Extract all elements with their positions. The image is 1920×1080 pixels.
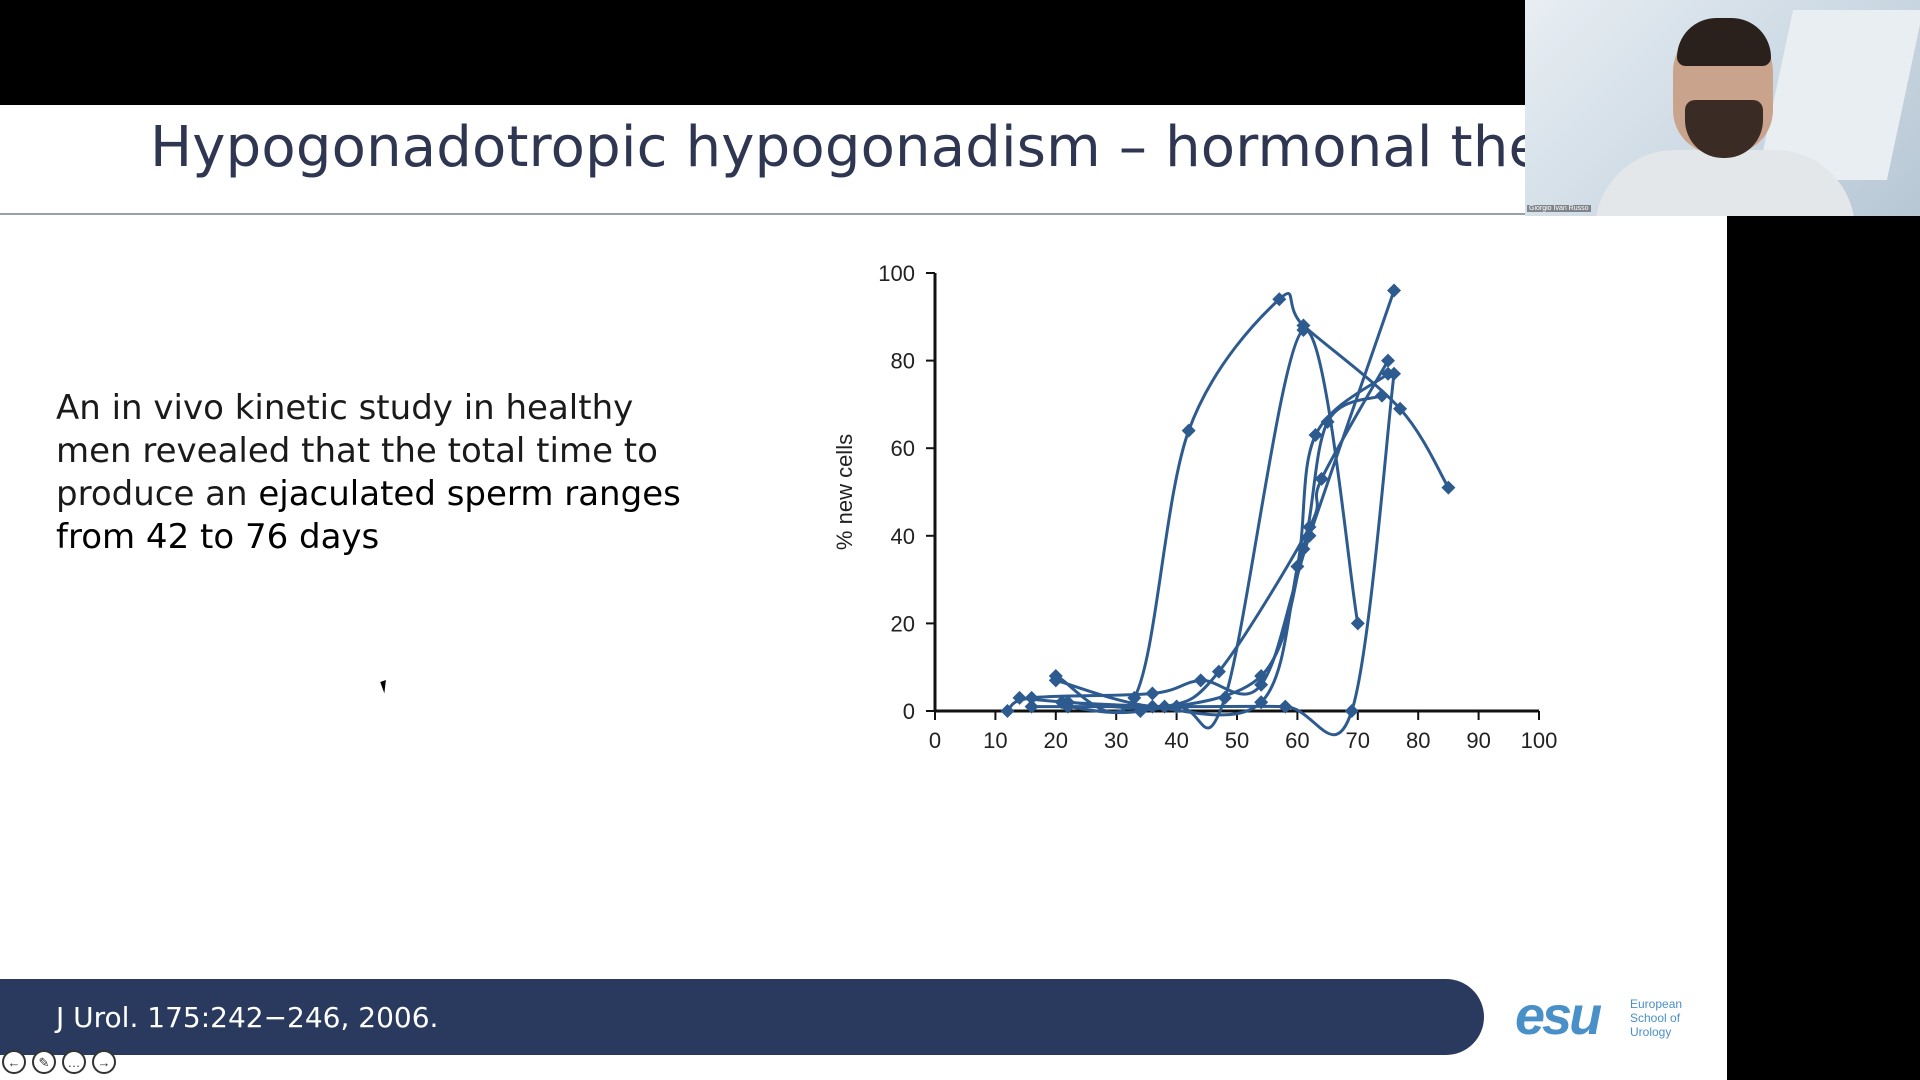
right-black-area: [1727, 216, 1920, 1080]
x-tick-label-10: 100: [1521, 728, 1558, 753]
esu-logo-line-3: Urology: [1630, 1025, 1672, 1039]
slide-body-text: An in vivo kinetic study in healthy men …: [56, 387, 716, 559]
series-2-point-5: [1302, 528, 1317, 543]
series-3-point-3: [1211, 664, 1226, 679]
series-6-point-1: [1169, 699, 1184, 714]
y-tick-label-3: 60: [891, 436, 915, 461]
webcam-person-hair: [1677, 18, 1771, 66]
series-5-point-3: [1296, 541, 1311, 556]
x-tick-label-6: 60: [1285, 728, 1309, 753]
webcam-person-body: [1595, 150, 1855, 216]
series-line-6: [1031, 373, 1396, 737]
presentation-slide: Hypogonadotropic hypogonadism – hormonal…: [0, 105, 1727, 1080]
series-6-point-2: [1278, 699, 1293, 714]
series-3-point-6: [1381, 353, 1395, 368]
presentation-controls: ← ✎ … →: [2, 1050, 116, 1076]
title-divider: [0, 213, 1727, 215]
y-tick-label-2: 40: [891, 524, 915, 549]
series-2-point-0: [1000, 704, 1015, 718]
slide-title: Hypogonadotropic hypogonadism – hormonal…: [150, 115, 1637, 180]
x-tick-label-5: 50: [1225, 728, 1249, 753]
series-6-point-0: [1024, 699, 1039, 714]
esu-logo-line-1: European: [1630, 997, 1683, 1011]
series-0-point-5: [1393, 401, 1408, 416]
x-tick-label-1: 10: [983, 728, 1007, 753]
forward-arrow-icon[interactable]: →: [92, 1050, 116, 1074]
body-text-emphasis: ejaculated sperm ranges from 42 to 76 da…: [56, 474, 681, 557]
series-1-point-2: [1217, 690, 1232, 705]
esu-logo-text: European School of Urology: [1630, 997, 1682, 1039]
series-6-point-4: [1387, 366, 1402, 381]
series-line-2: [1006, 290, 1396, 713]
back-arrow-icon[interactable]: ←: [2, 1050, 26, 1074]
webcam-person-beard: [1685, 100, 1763, 158]
series-4-point-0: [1048, 673, 1063, 688]
y-tick-label-1: 20: [891, 611, 915, 636]
series-6-point-3: [1344, 704, 1359, 718]
citation-bar: J Urol. 175:242−246, 2006.: [0, 979, 1484, 1055]
series-2-point-2: [1145, 686, 1160, 701]
x-tick-label-8: 80: [1406, 728, 1430, 753]
more-options-icon[interactable]: …: [62, 1050, 86, 1074]
series-2-point-4: [1254, 677, 1269, 692]
series-5-point-5: [1374, 388, 1389, 403]
series-0-point-2: [1181, 423, 1196, 438]
kinetics-line-chart: 0102030405060708090100020406080100Days% …: [832, 261, 1558, 753]
series-line-4: [1055, 372, 1389, 717]
series-4-point-4: [1308, 428, 1323, 443]
citation-text: J Urol. 175:242−246, 2006.: [56, 1001, 439, 1034]
x-tick-label-3: 30: [1104, 728, 1128, 753]
series-3-point-5: [1314, 471, 1329, 486]
x-tick-label-9: 90: [1466, 728, 1490, 753]
x-tick-label-7: 70: [1346, 728, 1370, 753]
series-5-point-2: [1254, 668, 1269, 683]
series-2-point-6: [1387, 283, 1402, 298]
body-text-regular: An in vivo kinetic study in healthy men …: [56, 388, 658, 514]
webcam-name-label: Giorgio Ivan Russo: [1527, 205, 1591, 212]
esu-logo-line-2: School of: [1630, 1011, 1681, 1025]
series-4-point-3: [1290, 559, 1305, 574]
x-tick-label-4: 40: [1164, 728, 1188, 753]
esu-logo-mark: esu: [1515, 986, 1602, 1046]
x-tick-label-2: 20: [1044, 728, 1068, 753]
webcam-feed: Giorgio Ivan Russo: [1525, 0, 1920, 216]
mouse-cursor: [380, 678, 394, 694]
y-axis-label: % new cells: [832, 434, 857, 550]
pen-icon[interactable]: ✎: [32, 1050, 56, 1074]
y-tick-label-5: 100: [878, 261, 915, 286]
x-tick-label-0: 0: [929, 728, 941, 753]
series-0-point-3: [1272, 292, 1287, 307]
series-0-point-6: [1441, 480, 1456, 495]
series-3-point-0: [1012, 690, 1027, 705]
y-tick-label-4: 80: [891, 349, 915, 374]
y-tick-label-0: 0: [903, 699, 915, 724]
series-1-point-4: [1350, 616, 1365, 631]
series-5-point-4: [1320, 414, 1335, 429]
series-1-point-3: [1296, 322, 1311, 337]
esu-logo: esu European School of Urology: [1515, 987, 1695, 1047]
series-2-point-3: [1193, 673, 1208, 688]
